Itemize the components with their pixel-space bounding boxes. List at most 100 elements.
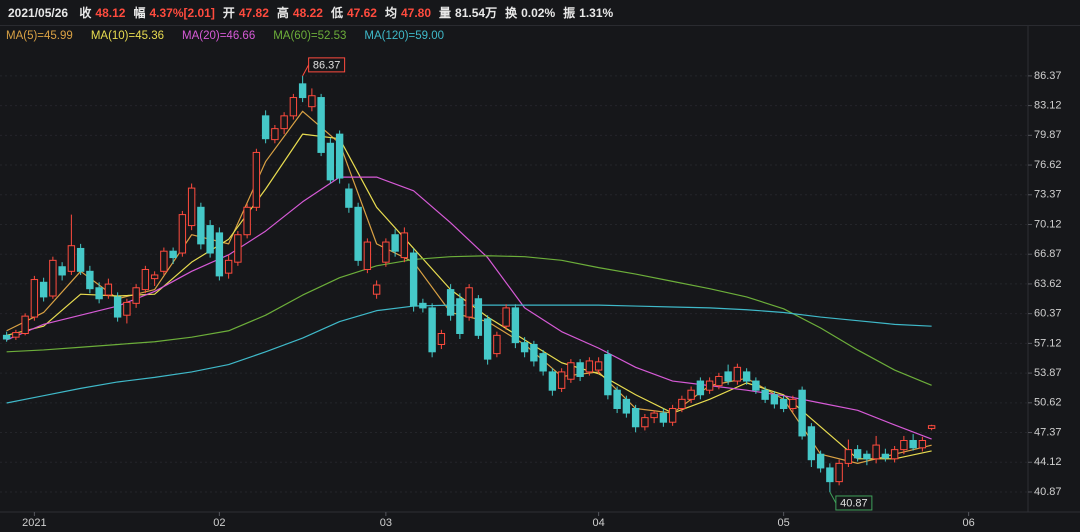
candle-body	[641, 417, 649, 428]
candle-body	[881, 453, 890, 459]
candle-body	[317, 97, 325, 153]
info-label: 收	[79, 6, 92, 20]
candle-body	[900, 439, 908, 451]
candle-body	[585, 360, 594, 373]
candle-body	[816, 453, 825, 469]
candle-body	[530, 343, 538, 362]
legend-entry: MA(10)=45.36	[90, 30, 165, 42]
candle-body	[779, 398, 788, 409]
candle-body	[890, 449, 899, 460]
candle-body	[539, 353, 547, 372]
annotation-connector	[829, 491, 837, 504]
candle-body	[724, 371, 732, 382]
candle-body	[437, 332, 446, 345]
y-tick-label: 60.37	[1034, 308, 1062, 320]
candle-body	[446, 289, 455, 316]
candle-body	[169, 250, 177, 259]
info-value: 81.54万	[455, 6, 498, 20]
x-tick-label: 06	[963, 517, 975, 529]
candle-body	[298, 83, 307, 99]
candle-body	[705, 380, 714, 391]
candle-body	[2, 334, 11, 340]
info-label: 低	[330, 6, 343, 20]
candle-body	[86, 270, 94, 290]
info-label: 高	[276, 6, 289, 20]
candle-body	[474, 298, 483, 336]
y-tick-label: 83.12	[1034, 100, 1062, 112]
candle-body	[613, 389, 621, 409]
ma-line	[6, 255, 932, 386]
legend-entry: MA(120)=59.00	[364, 30, 445, 42]
candle-body	[807, 426, 816, 461]
annotation-connector	[302, 64, 310, 77]
candle-body	[770, 394, 779, 405]
candle-body	[761, 389, 769, 400]
annotation-label: 40.87	[840, 497, 868, 509]
candle-body	[567, 362, 575, 380]
candle-body	[12, 332, 20, 338]
y-tick-label: 44.12	[1034, 456, 1062, 468]
y-tick-label: 57.12	[1034, 337, 1062, 349]
x-tick-label: 02	[213, 517, 225, 529]
candle-body	[557, 371, 566, 389]
info-value: 0.02%	[521, 6, 556, 20]
candle-body	[382, 241, 390, 263]
candle-body	[650, 412, 658, 419]
annotation-box	[835, 495, 873, 511]
candle-body	[113, 296, 122, 318]
y-tick-label: 79.87	[1034, 129, 1062, 141]
candle-body	[123, 301, 131, 316]
candle-body	[132, 287, 140, 304]
candle-body	[659, 412, 668, 423]
candle-body	[224, 259, 233, 274]
candle-body	[604, 354, 612, 396]
candle-body	[696, 380, 705, 396]
candle-body	[576, 362, 584, 377]
y-tick-label: 40.87	[1034, 486, 1062, 498]
legend-entry: MA(20)=46.66	[182, 30, 256, 42]
candle-body	[789, 398, 797, 409]
candle-body	[622, 398, 631, 414]
y-tick-label: 53.87	[1034, 367, 1062, 379]
candle-body	[178, 214, 187, 254]
candle-body	[335, 133, 344, 179]
info-value: 1.31%	[579, 6, 614, 20]
candle-body	[927, 425, 936, 429]
info-label: 幅	[133, 6, 146, 20]
candle-body	[668, 407, 677, 423]
candle-body	[39, 281, 48, 298]
candle-body	[206, 225, 214, 254]
candle-body	[400, 232, 409, 259]
info-label: 振	[563, 6, 576, 20]
candle-body	[502, 307, 510, 327]
x-tick-label: 2021	[22, 517, 46, 529]
candle-body	[752, 380, 760, 391]
info-label: 均	[384, 6, 397, 20]
candle-body	[252, 151, 261, 208]
candle-body	[372, 284, 381, 295]
candle-body	[872, 444, 880, 460]
candle-body	[67, 245, 76, 272]
candle-body	[715, 375, 723, 387]
candle-body	[326, 142, 335, 181]
candle-body	[594, 361, 603, 371]
candle-body	[150, 274, 159, 280]
info-value: 47.80	[401, 6, 432, 20]
candle-body	[520, 342, 529, 353]
y-tick-label: 50.62	[1034, 397, 1062, 409]
candle-body	[261, 115, 270, 140]
info-value: 47.62	[346, 6, 377, 20]
candle-body	[511, 307, 520, 344]
candle-body	[391, 234, 399, 252]
candle-body	[215, 232, 224, 277]
info-label: 换	[505, 6, 518, 20]
candle-body	[58, 266, 66, 276]
candle-body	[234, 234, 242, 263]
candle-body	[465, 287, 473, 318]
candle-body	[844, 449, 853, 464]
y-tick-label: 47.37	[1034, 426, 1062, 438]
candle-body	[733, 366, 742, 382]
candle-body	[21, 315, 29, 334]
info-value: 4.37%[2.01]	[149, 6, 215, 20]
